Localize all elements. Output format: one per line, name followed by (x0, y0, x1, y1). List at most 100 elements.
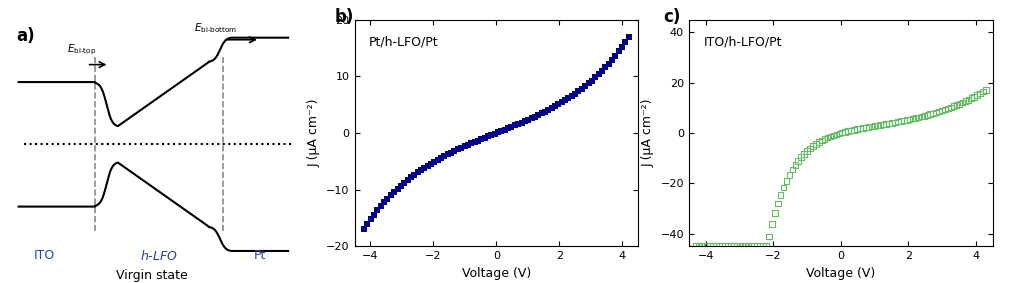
Point (954, 100, 970, 105)
Point (881, 121, 898, 126)
Point (773, 193, 789, 197)
Point (419, 163, 436, 168)
Point (696, 244, 712, 248)
Point (734, 244, 751, 248)
Point (963, 96, 980, 100)
Point (483, 133, 499, 137)
Point (614, 44, 630, 49)
Point (430, 157, 446, 162)
Point (895, 118, 912, 123)
Point (534, 111, 550, 116)
Point (691, 244, 707, 248)
Point (714, 244, 730, 248)
Point (493, 129, 510, 133)
Point (366, 213, 382, 217)
Point (470, 138, 486, 143)
Point (560, 96, 576, 100)
Point (453, 146, 469, 150)
Point (922, 112, 938, 117)
Point (752, 244, 768, 248)
Point (356, 227, 372, 231)
Text: b): b) (334, 8, 354, 27)
Point (389, 186, 405, 191)
Point (861, 125, 877, 129)
Point (957, 99, 973, 103)
Point (717, 244, 733, 248)
Point (908, 116, 924, 120)
Point (790, 158, 806, 163)
Point (829, 132, 845, 137)
Point (363, 217, 379, 222)
Point (820, 135, 836, 140)
Point (373, 204, 389, 209)
Point (476, 136, 492, 140)
Point (793, 155, 809, 159)
Point (781, 173, 797, 177)
Point (767, 211, 783, 215)
Point (511, 122, 527, 126)
Point (840, 129, 856, 133)
Point (604, 57, 620, 62)
Point (480, 134, 496, 139)
Point (621, 35, 637, 39)
Point (852, 126, 868, 131)
Point (940, 106, 956, 111)
Point (577, 84, 594, 88)
Point (460, 143, 476, 147)
Point (849, 127, 865, 131)
Point (573, 87, 590, 91)
Point (826, 133, 842, 138)
Point (784, 167, 800, 172)
Point (878, 122, 894, 126)
Point (813, 138, 830, 143)
Point (393, 183, 409, 188)
Point (540, 108, 556, 112)
Point (403, 175, 419, 179)
Point (554, 100, 570, 105)
Point (945, 104, 961, 109)
Point (433, 156, 449, 160)
Point (846, 128, 862, 132)
Point (379, 196, 395, 201)
Point (426, 159, 443, 164)
Point (544, 106, 560, 110)
Point (914, 114, 930, 119)
Y-axis label: J (μA cm⁻²): J (μA cm⁻²) (308, 99, 321, 167)
Point (810, 140, 827, 144)
Point (837, 130, 853, 134)
Point (872, 123, 888, 127)
Point (758, 244, 774, 248)
Point (416, 166, 433, 170)
Point (804, 144, 821, 148)
Point (889, 119, 906, 124)
Point (770, 201, 786, 206)
Point (708, 244, 724, 248)
Point (506, 123, 523, 128)
Point (500, 126, 517, 130)
Point (934, 108, 950, 113)
Text: Virgin state: Virgin state (116, 269, 187, 282)
Point (588, 75, 604, 80)
Point (422, 161, 439, 166)
Text: Pt/h-LFO/Pt: Pt/h-LFO/Pt (369, 36, 439, 49)
Point (764, 222, 780, 226)
Point (787, 163, 803, 167)
Point (383, 193, 399, 197)
Point (463, 141, 479, 146)
Point (731, 244, 748, 248)
Point (778, 179, 794, 183)
Point (591, 72, 607, 76)
Point (440, 152, 456, 156)
Point (580, 81, 597, 86)
Point (567, 91, 583, 96)
Point (524, 116, 540, 120)
Point (598, 65, 614, 70)
Point (834, 130, 850, 135)
Point (905, 116, 921, 121)
Point (550, 102, 566, 107)
Point (583, 78, 600, 83)
Point (570, 89, 587, 94)
Text: $E_{\rm bi\text{-}top}$: $E_{\rm bi\text{-}top}$ (67, 43, 96, 57)
Point (486, 131, 502, 136)
Point (802, 146, 819, 151)
